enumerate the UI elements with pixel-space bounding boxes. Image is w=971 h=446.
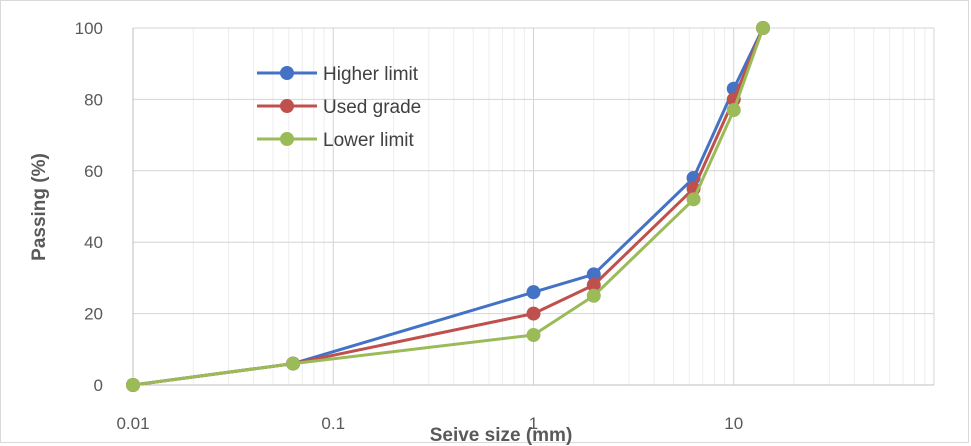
legend-marker	[280, 66, 294, 80]
series-line-used-grade	[132, 27, 765, 387]
y-tick-label: 100	[75, 19, 103, 38]
y-tick-label: 40	[84, 233, 103, 252]
legend-item-higher-limit: Higher limit	[257, 64, 419, 85]
y-axis-title: Passing (%)	[29, 153, 50, 261]
x-tick-label: 0.1	[321, 414, 345, 433]
x-tick-label: 1	[529, 414, 538, 433]
data-point-lower-limit	[126, 378, 140, 392]
legend: Higher limit Used grade Lower limit	[257, 64, 421, 151]
data-point-lower-limit	[586, 288, 601, 303]
series-layer	[126, 21, 771, 392]
y-tick-label: 0	[94, 376, 103, 395]
data-point-used-grade	[526, 306, 541, 321]
series-lower-limit	[126, 21, 771, 392]
legend-label: Used grade	[323, 97, 421, 118]
y-tick-label: 80	[84, 90, 103, 109]
legend-label: Higher limit	[323, 64, 419, 85]
data-point-used-grade	[586, 278, 601, 293]
x-tick-label: 0.01	[116, 414, 149, 433]
legend-marker	[280, 99, 294, 113]
data-point-lower-limit	[526, 328, 541, 343]
major-gridlines	[132, 27, 935, 385]
legend-marker	[280, 132, 294, 146]
y-tick-label: 20	[84, 305, 103, 324]
legend-item-used-grade: Used grade	[257, 97, 421, 118]
tick-labels: 0 20 40 60 80 100 0.01 0.1 1 10	[75, 19, 744, 433]
legend-item-lower-limit: Lower limit	[257, 130, 415, 151]
legend-label: Lower limit	[323, 130, 415, 151]
axes	[132, 28, 934, 386]
data-point-higher-limit	[526, 285, 541, 300]
data-point-higher-limit	[586, 267, 601, 282]
data-point-lower-limit	[286, 356, 301, 371]
data-point-lower-limit	[726, 103, 741, 118]
data-point-lower-limit	[686, 192, 701, 207]
x-axis-title: Seive size (mm)	[430, 425, 573, 446]
x-tick-label: 10	[724, 414, 743, 433]
y-tick-label: 60	[84, 162, 103, 181]
data-point-lower-limit	[756, 21, 771, 35]
minor-gridlines	[192, 28, 926, 385]
